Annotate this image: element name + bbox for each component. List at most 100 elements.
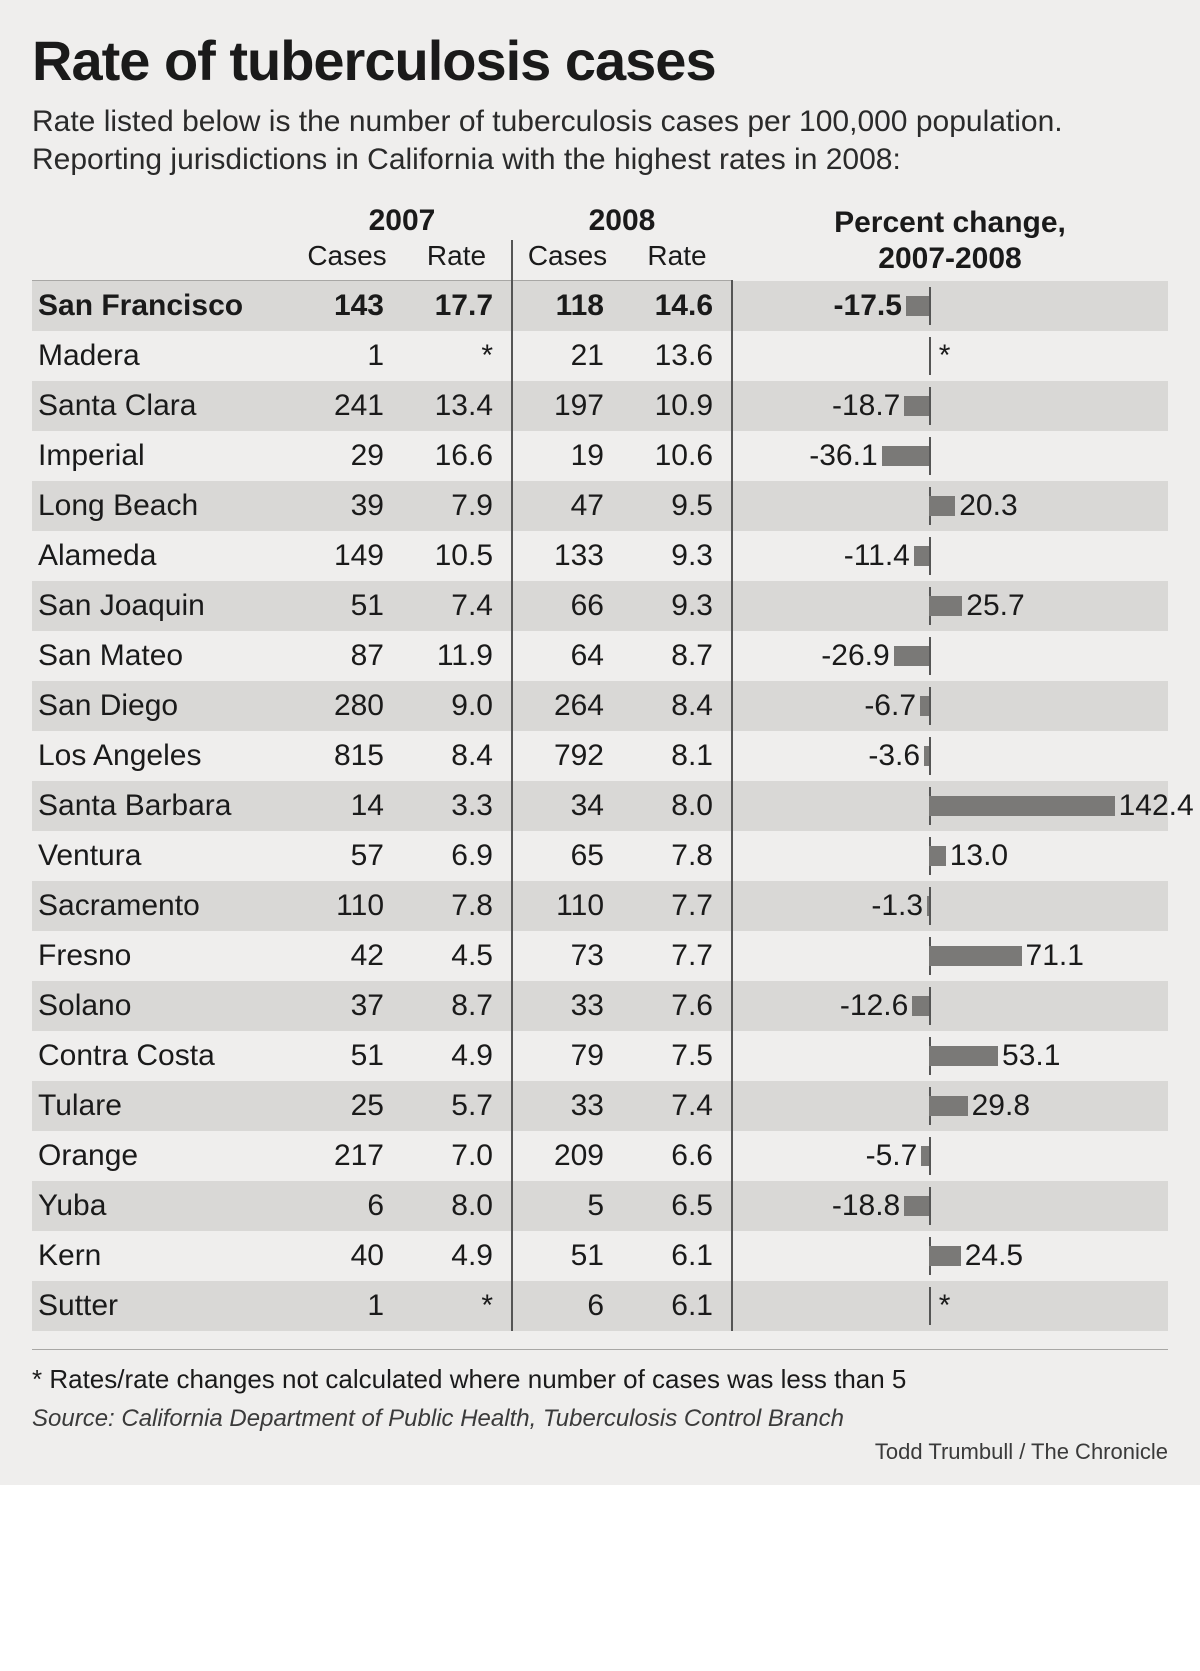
- cell-cases1: 6: [292, 1181, 402, 1231]
- pct-label: 24.5: [961, 1239, 1023, 1273]
- table-row: San Francisco14317.711814.6-17.5: [32, 281, 1168, 332]
- pct-label: -11.4: [844, 539, 914, 573]
- cell-rate1: 7.9: [402, 481, 512, 531]
- cell-rate1: 7.0: [402, 1131, 512, 1181]
- cell-name: Los Angeles: [32, 731, 292, 781]
- pct-axis: [929, 437, 931, 475]
- cell-cases2: 118: [512, 281, 622, 332]
- cell-cases2: 79: [512, 1031, 622, 1081]
- cell-rate1: 7.8: [402, 881, 512, 931]
- cell-cases1: 110: [292, 881, 402, 931]
- cell-cases1: 1: [292, 331, 402, 381]
- table-row: Sacramento1107.81107.7-1.3: [32, 881, 1168, 931]
- pct-label: 71.1: [1022, 939, 1084, 973]
- cell-pct-change: -11.4: [732, 531, 1168, 581]
- cell-name: Kern: [32, 1231, 292, 1281]
- pct-bar: [882, 446, 929, 466]
- cell-rate2: 7.5: [622, 1031, 732, 1081]
- cell-cases2: 51: [512, 1231, 622, 1281]
- cell-cases1: 29: [292, 431, 402, 481]
- cell-cases1: 217: [292, 1131, 402, 1181]
- cell-rate2: 9.3: [622, 581, 732, 631]
- cell-cases2: 5: [512, 1181, 622, 1231]
- cell-pct-change: 29.8: [732, 1081, 1168, 1131]
- col-rate-2007: Rate: [402, 240, 512, 281]
- cell-rate1: 4.9: [402, 1231, 512, 1281]
- cell-cases1: 241: [292, 381, 402, 431]
- cell-name: Solano: [32, 981, 292, 1031]
- cell-rate1: 6.9: [402, 831, 512, 881]
- cell-name: Orange: [32, 1131, 292, 1181]
- cell-rate2: 7.7: [622, 931, 732, 981]
- cell-pct-change: 53.1: [732, 1031, 1168, 1081]
- cell-cases2: 64: [512, 631, 622, 681]
- pct-bar: [914, 546, 929, 566]
- cell-pct-change: 13.0: [732, 831, 1168, 881]
- cell-pct-change: 24.5: [732, 1231, 1168, 1281]
- table-row: Alameda14910.51339.3-11.4: [32, 531, 1168, 581]
- cell-cases2: 66: [512, 581, 622, 631]
- pct-label: -12.6: [840, 989, 912, 1023]
- pct-bar: [927, 896, 929, 916]
- cell-cases2: 34: [512, 781, 622, 831]
- cell-rate2: 7.7: [622, 881, 732, 931]
- pct-label: -18.7: [832, 389, 904, 423]
- pct-label: 13.0: [946, 839, 1008, 873]
- pct-axis: [929, 1137, 931, 1175]
- cell-rate1: 9.0: [402, 681, 512, 731]
- cell-rate1: 3.3: [402, 781, 512, 831]
- cell-name: San Francisco: [32, 281, 292, 332]
- cell-name: Long Beach: [32, 481, 292, 531]
- cell-pct-change: -5.7: [732, 1131, 1168, 1181]
- col-cases-2008: Cases: [512, 240, 622, 281]
- cell-rate1: 17.7: [402, 281, 512, 332]
- cell-rate2: 13.6: [622, 331, 732, 381]
- pct-bar: [894, 646, 929, 666]
- pct-bar: [920, 696, 929, 716]
- cell-rate1: 5.7: [402, 1081, 512, 1131]
- col-year-2008: 2008: [512, 202, 732, 240]
- cell-name: Santa Barbara: [32, 781, 292, 831]
- table-row: Santa Clara24113.419710.9-18.7: [32, 381, 1168, 431]
- tb-rate-table: 2007 2008 Percent change, 2007-2008 Case…: [32, 202, 1168, 1331]
- cell-name: Fresno: [32, 931, 292, 981]
- cell-cases2: 792: [512, 731, 622, 781]
- col-pct-change: Percent change, 2007-2008: [732, 202, 1168, 281]
- pct-bar: [929, 796, 1115, 816]
- cell-cases2: 33: [512, 1081, 622, 1131]
- cell-rate1: *: [402, 331, 512, 381]
- pct-axis: [929, 387, 931, 425]
- source-line: Source: California Department of Public …: [32, 1405, 1168, 1433]
- table-row: Madera1*2113.6*: [32, 331, 1168, 381]
- cell-rate2: 8.4: [622, 681, 732, 731]
- pct-axis: [929, 537, 931, 575]
- pct-bar: [929, 496, 955, 516]
- table-row: Santa Barbara143.3348.0142.4: [32, 781, 1168, 831]
- pct-bar: [912, 996, 928, 1016]
- pct-label: 20.3: [955, 489, 1017, 523]
- pct-label: -26.9: [821, 639, 893, 673]
- table-row: Tulare255.7337.429.8: [32, 1081, 1168, 1131]
- cell-pct-change: -3.6: [732, 731, 1168, 781]
- cell-pct-change: 142.4: [732, 781, 1168, 831]
- cell-name: Tulare: [32, 1081, 292, 1131]
- page-title: Rate of tuberculosis cases: [32, 28, 1168, 93]
- cell-cases1: 51: [292, 1031, 402, 1081]
- cell-cases2: 47: [512, 481, 622, 531]
- pct-label: -36.1: [809, 439, 881, 473]
- table-row: Los Angeles8158.47928.1-3.6: [32, 731, 1168, 781]
- cell-rate1: 16.6: [402, 431, 512, 481]
- pct-bar: [929, 1046, 998, 1066]
- cell-cases1: 149: [292, 531, 402, 581]
- cell-cases2: 65: [512, 831, 622, 881]
- pct-bar: [929, 946, 1022, 966]
- pct-label: 142.4: [1115, 789, 1194, 823]
- table-head: 2007 2008 Percent change, 2007-2008 Case…: [32, 202, 1168, 281]
- cell-cases2: 209: [512, 1131, 622, 1181]
- cell-rate2: 7.8: [622, 831, 732, 881]
- pct-bar: [921, 1146, 928, 1166]
- pct-axis: [929, 887, 931, 925]
- pct-label: 29.8: [968, 1089, 1030, 1123]
- cell-cases1: 51: [292, 581, 402, 631]
- pct-bar: [929, 846, 946, 866]
